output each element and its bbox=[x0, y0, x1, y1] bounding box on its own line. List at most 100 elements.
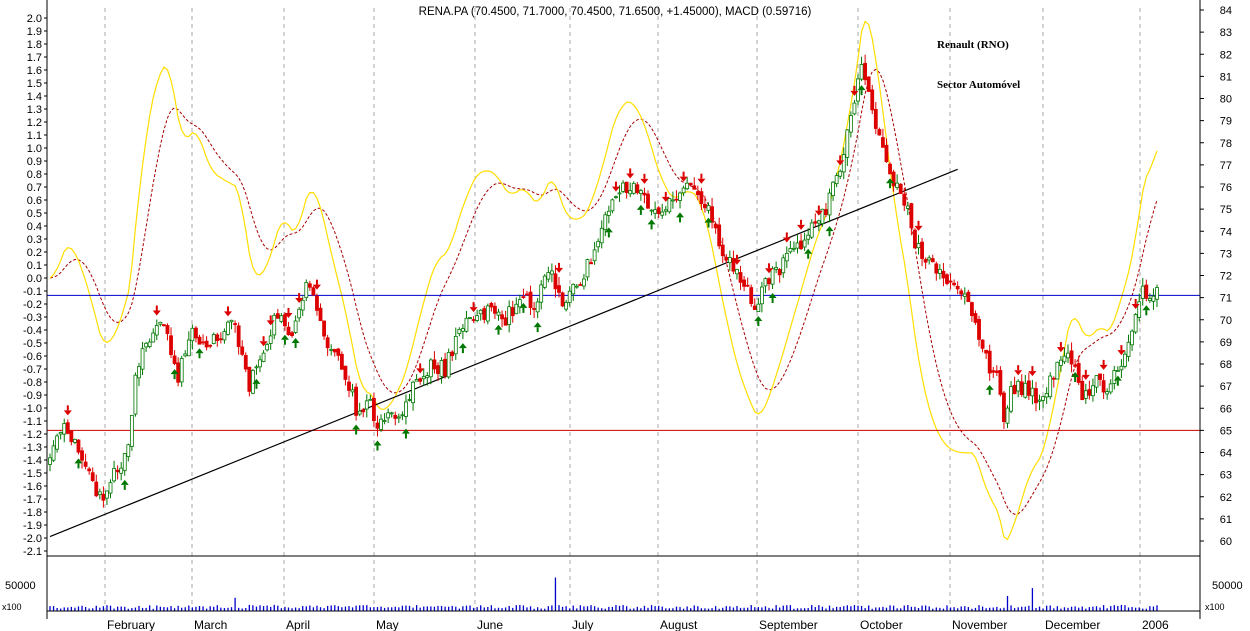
candle bbox=[293, 315, 298, 335]
buy-arrow bbox=[494, 324, 503, 335]
candle bbox=[873, 102, 878, 135]
candle bbox=[343, 365, 348, 386]
sell-arrow bbox=[555, 262, 564, 273]
candle bbox=[62, 418, 67, 443]
candle-body bbox=[208, 344, 213, 347]
candle-body bbox=[806, 234, 811, 240]
candle bbox=[774, 261, 779, 274]
candle-body bbox=[824, 209, 828, 216]
candle bbox=[959, 288, 964, 300]
sell-arrow bbox=[152, 305, 161, 316]
candle bbox=[1037, 394, 1042, 411]
candle bbox=[233, 320, 237, 333]
candle bbox=[83, 453, 88, 470]
candle-body bbox=[154, 325, 159, 336]
candle bbox=[792, 241, 796, 252]
left-tick-label: -0.1 bbox=[23, 286, 42, 298]
candle-body bbox=[58, 432, 63, 435]
candle-body bbox=[1037, 399, 1042, 402]
candle bbox=[888, 162, 892, 175]
candle-body bbox=[279, 315, 284, 322]
buy-arrow bbox=[1071, 371, 1080, 382]
candle bbox=[144, 341, 149, 352]
candle-body bbox=[1094, 375, 1099, 388]
candle bbox=[1044, 387, 1049, 405]
sell-arrow-head bbox=[850, 90, 859, 96]
candle-body bbox=[179, 358, 184, 383]
candle-body bbox=[453, 336, 458, 355]
candles bbox=[48, 54, 1159, 508]
candle-body bbox=[300, 299, 305, 311]
sell-arrow bbox=[782, 232, 791, 243]
buy-arrow-head bbox=[373, 440, 382, 446]
candle-body bbox=[532, 308, 536, 310]
candle-body bbox=[710, 206, 714, 223]
sell-arrow bbox=[1099, 359, 1108, 370]
right-tick-label: 63 bbox=[1220, 470, 1232, 482]
annotation-company: Renault (RNO) bbox=[937, 39, 1009, 51]
sell-arrow bbox=[266, 315, 275, 326]
candle bbox=[404, 394, 408, 425]
candle-body bbox=[535, 301, 540, 313]
candle bbox=[998, 366, 1003, 397]
candle bbox=[845, 129, 850, 166]
candle-body bbox=[1023, 382, 1028, 398]
sell-arrow bbox=[850, 85, 859, 96]
candle bbox=[638, 188, 643, 201]
candle bbox=[920, 238, 924, 267]
sell-arrow-head bbox=[611, 186, 620, 192]
candle bbox=[617, 185, 622, 202]
candle bbox=[923, 257, 928, 269]
candle bbox=[279, 313, 284, 324]
right-tick-label: 67 bbox=[1220, 381, 1232, 393]
left-tick-label: -0.5 bbox=[23, 338, 42, 350]
candle-body bbox=[881, 137, 885, 148]
month-label: August bbox=[660, 618, 698, 631]
left-axis-labels: 2.01.91.81.71.61.51.41.31.21.11.00.90.80… bbox=[23, 13, 47, 558]
candle-body bbox=[400, 414, 405, 417]
candle bbox=[475, 309, 480, 323]
candle-body bbox=[112, 468, 116, 482]
candle-body bbox=[809, 222, 814, 238]
candle bbox=[727, 250, 732, 271]
candle-body bbox=[927, 257, 932, 261]
trendline-path bbox=[49, 168, 958, 538]
candle bbox=[226, 320, 230, 336]
candle-body bbox=[813, 221, 818, 224]
candle bbox=[1108, 379, 1113, 395]
candle-body bbox=[898, 183, 903, 194]
candle-body bbox=[364, 400, 369, 410]
candle bbox=[393, 411, 398, 426]
candle bbox=[332, 348, 337, 357]
candle-body bbox=[738, 272, 743, 283]
candle bbox=[1073, 359, 1078, 368]
candle bbox=[781, 254, 786, 278]
sell-arrow-head bbox=[312, 284, 321, 290]
candle bbox=[1058, 356, 1063, 372]
candle bbox=[574, 283, 579, 289]
candle-body bbox=[347, 381, 351, 391]
candle-body bbox=[991, 370, 996, 373]
candle-body bbox=[937, 268, 942, 274]
candle bbox=[663, 205, 668, 216]
candle bbox=[222, 328, 227, 344]
candle-body bbox=[1140, 285, 1145, 299]
candle bbox=[1083, 383, 1088, 404]
candle bbox=[1126, 334, 1131, 362]
candle-body bbox=[994, 370, 999, 373]
sell-arrow-head bbox=[295, 298, 304, 304]
buy-arrow bbox=[352, 424, 361, 435]
candle bbox=[1026, 372, 1031, 401]
candle bbox=[154, 319, 159, 341]
buy-arrow-head bbox=[857, 85, 866, 91]
candle-body bbox=[767, 278, 771, 285]
buy-arrow bbox=[195, 348, 204, 359]
candle bbox=[987, 344, 992, 381]
candle-body bbox=[1098, 373, 1102, 380]
candle bbox=[838, 169, 843, 180]
candle-body bbox=[1062, 355, 1067, 363]
candle-body bbox=[884, 144, 889, 163]
candle-body bbox=[368, 398, 373, 401]
candle bbox=[909, 202, 914, 236]
